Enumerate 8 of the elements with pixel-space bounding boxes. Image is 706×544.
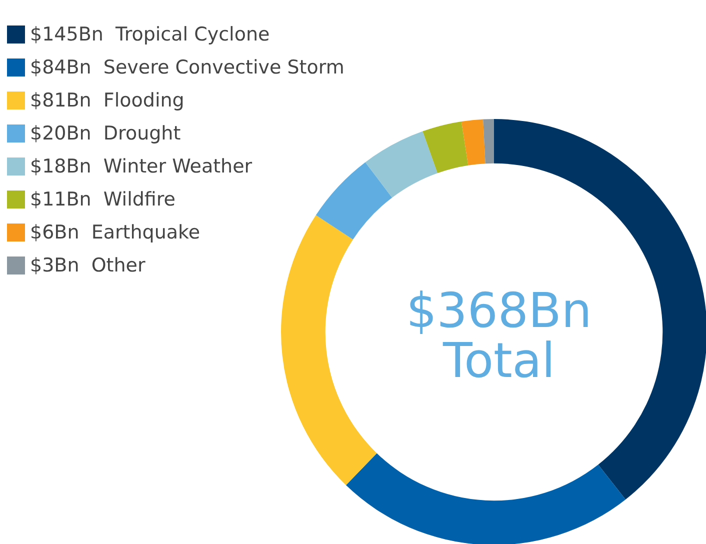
legend-label: $11Bn Wildfire <box>30 188 176 210</box>
legend-label: $20Bn Drought <box>30 122 181 144</box>
legend-label: $145Bn Tropical Cyclone <box>30 24 270 46</box>
legend-label: $6Bn Earthquake <box>30 222 200 244</box>
legend-label: $18Bn Winter Weather <box>30 156 252 178</box>
legend-label: $3Bn Other <box>30 254 146 276</box>
legend-label: $84Bn Severe Convective Storm <box>30 56 344 78</box>
legend-label: $81Bn Flooding <box>30 90 184 112</box>
